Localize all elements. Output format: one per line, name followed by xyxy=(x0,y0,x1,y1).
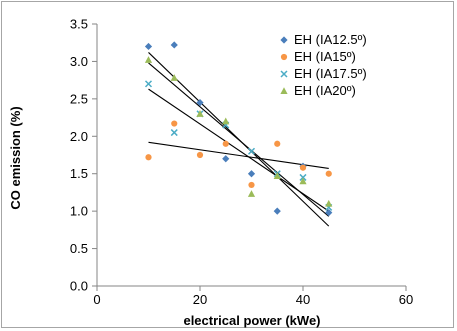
y-tick-label: 1.0 xyxy=(70,204,88,219)
data-point xyxy=(144,42,153,51)
trendline xyxy=(148,141,329,170)
data-point xyxy=(171,120,178,127)
chart-frame xyxy=(1,1,454,328)
y-tick-label: 3.0 xyxy=(70,54,88,69)
legend-marker xyxy=(280,87,288,94)
legend-label: EH (IA17.5º) xyxy=(294,66,367,81)
data-point xyxy=(196,99,204,107)
data-point xyxy=(222,155,230,163)
data-point xyxy=(273,172,281,179)
data-point xyxy=(247,170,256,178)
y-tick-label: 2.0 xyxy=(70,129,88,144)
data-point xyxy=(170,129,178,137)
data-point xyxy=(248,181,255,189)
data-point xyxy=(144,56,153,63)
data-point xyxy=(222,140,229,147)
legend-label: EH (IA12.5º) xyxy=(294,32,367,47)
data-point xyxy=(170,74,178,81)
y-tick-label: 1.5 xyxy=(70,166,88,181)
legend-label: EH (IA20º) xyxy=(294,83,356,98)
y-tick-label: 0.5 xyxy=(70,241,88,256)
data-point xyxy=(170,41,178,49)
legend-marker xyxy=(280,36,288,44)
data-point xyxy=(299,164,307,171)
x-axis-title: electrical power (kWe) xyxy=(183,313,320,328)
y-axis-title: CO emission (%) xyxy=(8,106,23,209)
data-point xyxy=(145,154,152,161)
data-points xyxy=(144,41,333,217)
data-point xyxy=(325,209,333,217)
y-tick-label: 3.5 xyxy=(70,17,88,32)
data-point xyxy=(325,170,332,177)
x-tick-label: 0 xyxy=(93,292,100,307)
x-tick-label: 40 xyxy=(296,292,310,307)
data-point xyxy=(273,207,281,215)
legend-marker xyxy=(280,53,288,61)
x-tick-label: 60 xyxy=(399,292,413,307)
trendlines xyxy=(148,52,330,227)
data-point xyxy=(144,80,153,88)
data-point xyxy=(222,117,230,125)
x-tick-label: 20 xyxy=(193,292,207,307)
y-tick-label: 0.0 xyxy=(70,279,88,294)
legend: EH (IA12.5º) EH (IA15º) EH (IA17.5º) EH (IA… xyxy=(280,32,367,98)
data-point xyxy=(274,140,281,147)
data-point xyxy=(299,177,307,185)
legend-label: EH (IA15º) xyxy=(294,49,356,64)
axes: 0.0 0.5 1.0 1.5 2.0 2.5 3.0 3.5 0 20 40 60 xyxy=(70,17,413,308)
data-point xyxy=(196,151,204,159)
trendline xyxy=(148,62,330,217)
data-point xyxy=(325,199,333,207)
data-point xyxy=(247,190,256,197)
data-point xyxy=(196,110,204,117)
data-point xyxy=(247,147,256,155)
y-tick-label: 2.5 xyxy=(70,91,88,106)
legend-marker xyxy=(280,70,288,78)
